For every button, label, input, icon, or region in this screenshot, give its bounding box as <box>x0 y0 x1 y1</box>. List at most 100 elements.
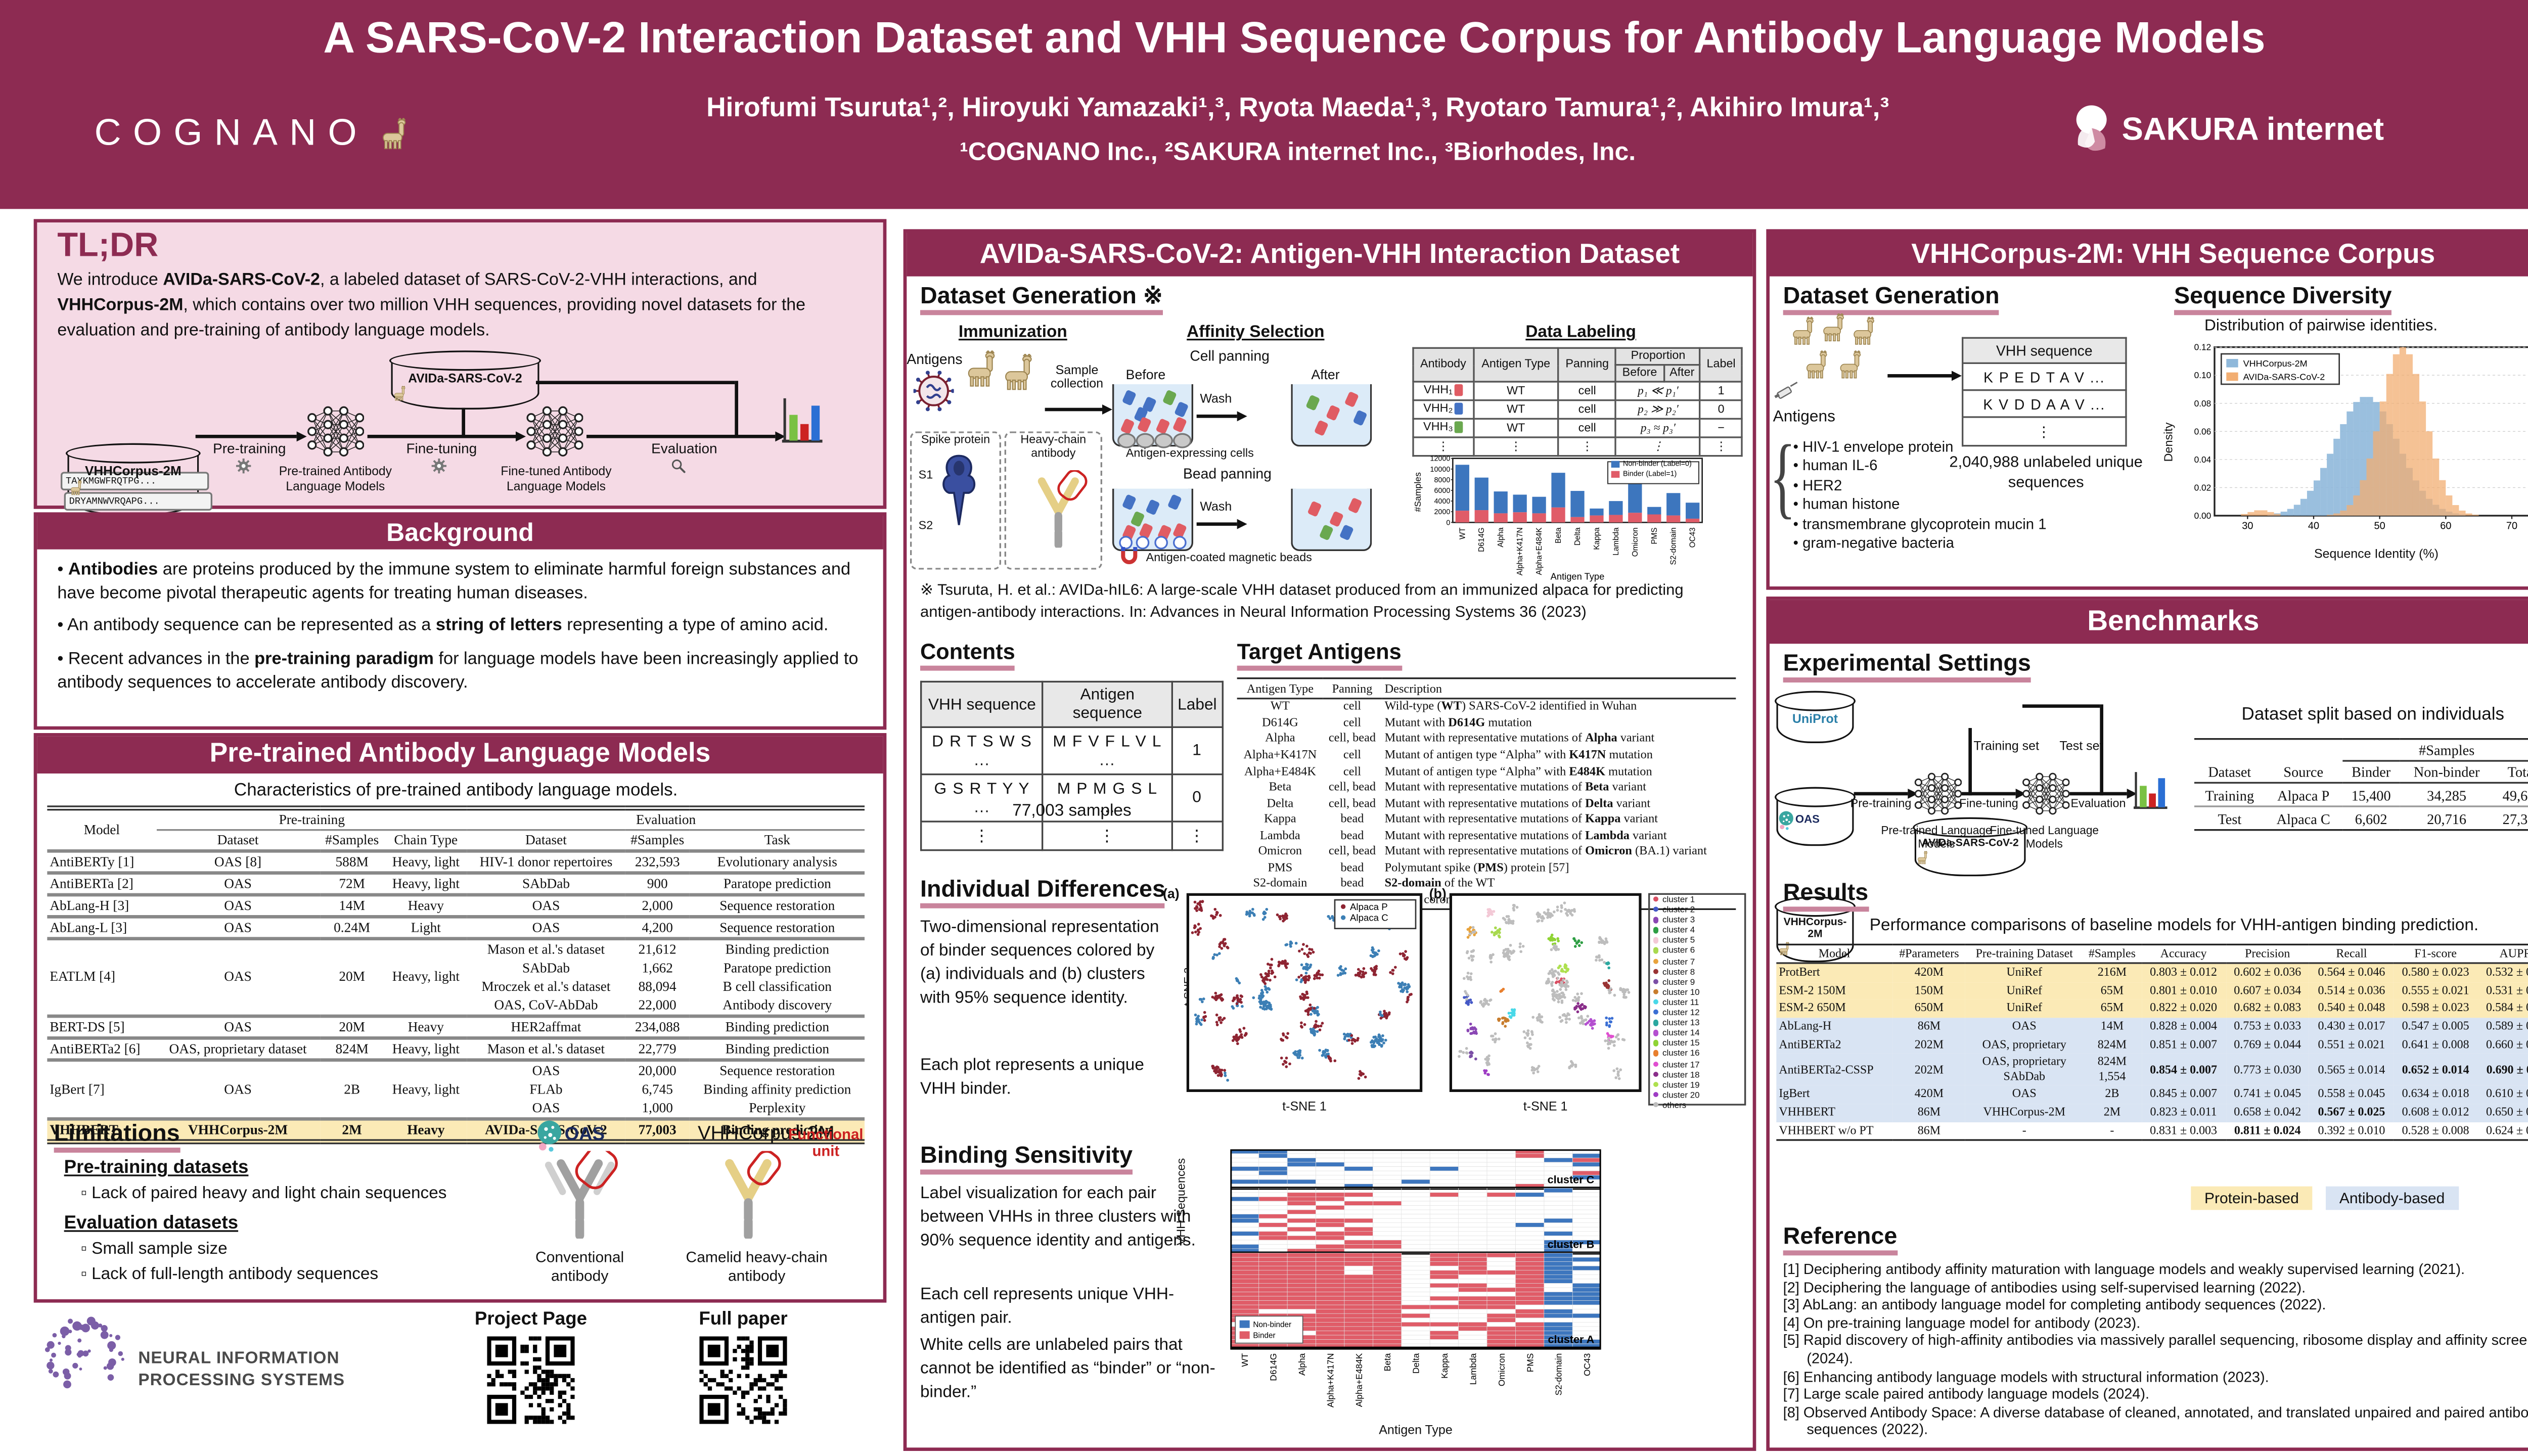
gear-icon <box>236 458 251 474</box>
svg-text:Alpaca C: Alpaca C <box>1350 913 1388 923</box>
pretraining-label: Pre-training <box>1850 798 1912 811</box>
svg-text:S2-domain: S2-domain <box>1554 1353 1564 1396</box>
antigen-expressing-cells-label: Antigen-expressing cells <box>1125 448 1254 460</box>
beaker-after <box>1291 384 1372 447</box>
svg-text:12000: 12000 <box>1430 455 1450 463</box>
table-row: IgBert [7] OAS 2B Heavy, light OAS 20,000 Sequ… <box>47 1058 865 1120</box>
reference-item: [2] Deciphering the language of antibodi… <box>1783 1278 2306 1296</box>
reference-item: [1] Deciphering antibody affinity matura… <box>1783 1260 2465 1278</box>
vhh-seq-table: VHH sequence K P E D T A V ... K V D D A A… <box>1961 337 2127 447</box>
reference-list: [1] Deciphering antibody affinity matura… <box>1783 1260 2528 1439</box>
sakura-icon <box>2069 105 2113 159</box>
alpaca-icon <box>964 350 1001 387</box>
tsne-clusters-plot <box>1449 893 1642 1092</box>
table-row: PMS bead Polymutant spike (PMS) protein [5… <box>1268 859 1569 875</box>
training-set-label: Training set <box>1973 738 2040 753</box>
individual-differences-heading: Individual Differences <box>920 875 1165 909</box>
cluster-legend-item: cluster 1 <box>1653 896 1741 906</box>
table-row: VHH₁ WT cell p₁ ≪ p₁′ 1 <box>1412 381 1743 401</box>
svg-text:WT: WT <box>1240 1353 1250 1367</box>
tldr-text: We introduce AVIDa-SARS-CoV-2, a labeled… <box>57 271 806 340</box>
svg-text:Delta: Delta <box>1573 527 1582 545</box>
avida-cylinder: AVIDa-SARS-CoV-2 <box>1913 817 2027 877</box>
cluster-legend-item: cluster 13 <box>1653 1019 1741 1030</box>
connector <box>535 381 735 384</box>
immunization-label: Immunization <box>958 323 1067 342</box>
svg-text:6000: 6000 <box>1434 487 1450 495</box>
benchmarks-header: Benchmarks <box>1769 600 2528 644</box>
pretrained-table: Model Pre-training Evaluation Dataset #Sampl… <box>47 805 865 1145</box>
hcab-box: Heavy-chain antibody <box>1004 431 1102 570</box>
sequence-identity-label: Sequence Identity (%) <box>2314 545 2439 561</box>
table-row: Alpha+E484K cell Mutant of antigen type “A… <box>1244 762 1652 778</box>
tldr-heading: TL;DR <box>57 227 159 265</box>
binding-heatmap: cluster C cluster B cluster A Non-binder Bin… <box>1230 1149 1601 1416</box>
svg-text:30: 30 <box>2242 521 2253 532</box>
svg-text:OC43: OC43 <box>1689 527 1697 548</box>
cluster-legend-item: cluster 4 <box>1653 927 1741 937</box>
arrow <box>1961 788 2026 798</box>
chart-icon <box>782 398 823 445</box>
cluster-legend-item: cluster 16 <box>1653 1050 1741 1061</box>
svg-text:D614G: D614G <box>1269 1353 1279 1381</box>
svg-text:Beta: Beta <box>1554 527 1563 543</box>
corpus-header: VHHCorpus-2M: VHH Sequence Corpus <box>1769 232 2528 277</box>
arrow <box>1045 403 1112 414</box>
cluster-legend-item: cluster 2 <box>1653 906 1741 917</box>
pretrained-body: Characteristics of pre-trained antibody … <box>37 774 883 1299</box>
cell-panning-label: Cell panning <box>1190 347 1270 364</box>
connector <box>1968 727 1972 796</box>
table-row: Alpha cell, bead Mutant with representativ… <box>1265 730 1655 746</box>
svg-text:Kappa: Kappa <box>1593 527 1601 550</box>
s1-label: S1 <box>918 470 933 482</box>
cluster-legend-item: cluster 20 <box>1653 1091 1741 1102</box>
reference-item: [8] Observed Antibody Space: A diverse d… <box>1783 1403 2528 1438</box>
svg-text:VHHCorpus-2M: VHHCorpus-2M <box>2243 358 2308 369</box>
uniprot-cylinder: UniProt <box>1775 691 1856 743</box>
nn1-caption: Pre-trained Antibody Language Models <box>279 463 392 493</box>
table-row: D614G cell Mutant with D614G mutation <box>1262 714 1532 730</box>
nn1-caption: Pre-trained Language Models <box>1881 826 1992 851</box>
table-row: G S R T Y Y ... M P M G S L ... 0 <box>920 773 1224 823</box>
svg-text:Omicron: Omicron <box>1631 527 1640 557</box>
background-bullet: • Recent advances in the pre-training pa… <box>57 650 859 692</box>
target-antigens-table: Antigen Type Panning Description WT cell Wild… <box>1237 677 1736 910</box>
benchmarks-body: Experimental Settings UniProt OAS VHHCor… <box>1770 644 2528 1447</box>
conventional-caption: Conventional antibody <box>535 1248 624 1284</box>
svg-text:2000: 2000 <box>1434 508 1450 516</box>
vhhcorpus-label: VHHCorpus-2M <box>697 1124 835 1145</box>
page-title: A SARS-CoV-2 Interaction Dataset and VHH… <box>323 12 2266 63</box>
spike-protein-box: Spike protein S1 S2 <box>910 431 1001 570</box>
background-body: • Antibodies are proteins produced by th… <box>37 550 883 726</box>
svg-text:40: 40 <box>2308 521 2319 532</box>
antigen-item: • transmembrane glycoprotein mucin 1 <box>1793 515 2047 532</box>
individual-text2: Each plot represents a unique VHH binder… <box>920 1056 1144 1099</box>
table-row: S2-domain bead S2-domain of the WT <box>1253 875 1495 890</box>
arrow <box>1887 370 1962 380</box>
affiliations: ¹COGNANO Inc., ²SAKURA internet Inc., ³B… <box>960 138 1636 167</box>
data-labeling-label: Data Labeling <box>1525 323 1636 342</box>
table-row: SAbDab 1,662 Paratope prediction <box>522 960 831 976</box>
binding-text1: Label visualization for each pair betwee… <box>920 1185 1196 1251</box>
protein-based-legend: Protein-based <box>2191 1186 2313 1210</box>
contents-heading: Contents <box>920 639 1015 671</box>
wash-label: Wash <box>1200 391 1232 406</box>
antigens-label: Antigens <box>1773 407 1835 427</box>
split-table: #Samples Dataset Source Binder Non-binder Tot… <box>2194 738 2528 831</box>
limitation-item: ▫ Small sample size <box>80 1240 228 1259</box>
magnet-icon <box>1119 546 1139 566</box>
svg-text:0.04: 0.04 <box>2194 454 2211 465</box>
antigen-item: • HIV-1 envelope protein <box>1793 438 1954 455</box>
cognano-wordmark: COGNANO <box>94 111 369 154</box>
data-labeling-table: Antibody Antigen Type Panning Proportion Lab… <box>1412 347 1743 457</box>
antigen-item: • human IL-6 <box>1793 457 1878 475</box>
header: A SARS-CoV-2 Interaction Dataset and VHH… <box>0 0 2528 209</box>
table-row: D R T S W S ... M F V F L V L ... 1 <box>920 726 1224 776</box>
svg-text:S2-domain: S2-domain <box>1669 527 1678 565</box>
nn2-caption: Fine-tuned Antibody Language Models <box>501 463 612 493</box>
contents-caption: 77,003 samples <box>1012 802 1132 821</box>
svg-text:0.00: 0.00 <box>2194 511 2211 521</box>
beaker-bead-after <box>1291 488 1372 551</box>
cluster-legend-item: cluster 10 <box>1653 988 1741 999</box>
